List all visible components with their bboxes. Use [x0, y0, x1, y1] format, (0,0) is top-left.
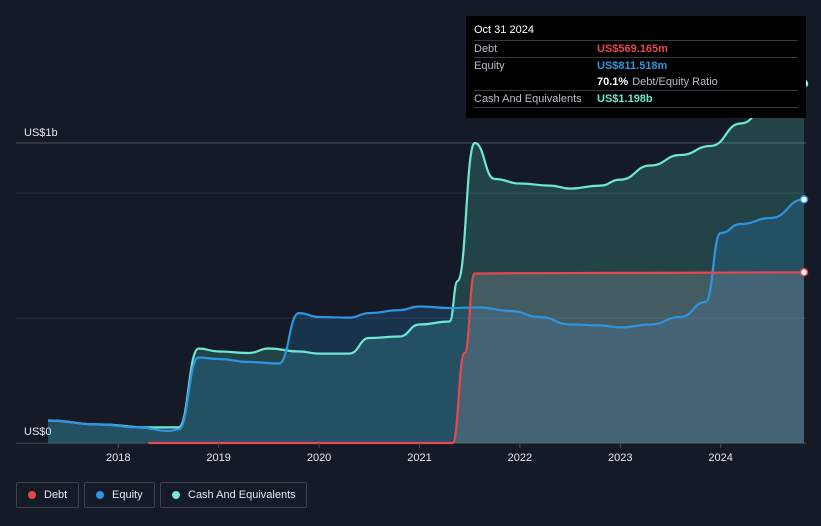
series-lines	[47, 82, 805, 445]
x-tick-label: 2019	[206, 452, 230, 464]
x-tick-label: 2018	[106, 452, 130, 464]
x-tick-label: 2024	[708, 452, 732, 464]
tooltip-row-cash: Cash And Equivalents US$1.198b	[474, 90, 798, 108]
legend-debt-label: Debt	[44, 489, 68, 501]
tooltip-row-equity: Equity US$811.518m	[474, 57, 798, 74]
tooltip-row-debt: Debt US$569.165m	[474, 40, 798, 57]
legend-item-equity[interactable]: Equity	[84, 482, 155, 508]
tooltip-date: Oct 31 2024	[474, 24, 534, 36]
tooltip-equity-label: Equity	[474, 60, 505, 72]
x-tick-label: 2022	[508, 452, 532, 464]
debt-line	[148, 271, 805, 445]
series-areas	[48, 83, 804, 443]
tooltip-debt-label: Debt	[474, 43, 498, 55]
tooltip-ratio-label: Debt/Equity Ratio	[632, 76, 718, 88]
legend-item-cash[interactable]: Cash And Equivalents	[160, 482, 307, 508]
legend-equity-dot-icon	[96, 491, 104, 499]
tooltip-ratio-value: 70.1%	[597, 76, 629, 88]
y-axis-top-label: US$1b	[24, 127, 58, 139]
legend-cash-dot-icon	[172, 491, 180, 499]
debt-area	[148, 272, 804, 443]
tooltip-row-ratio: 70.1% Debt/Equity Ratio	[474, 74, 798, 90]
x-tick-label: 2020	[307, 452, 331, 464]
y-axis-zero-label: US$0	[24, 426, 52, 438]
legend-item-debt[interactable]: Debt	[16, 482, 79, 508]
x-tick-label: 2023	[608, 452, 632, 464]
legend-equity-label: Equity	[112, 489, 143, 501]
chart-legend: Debt Equity Cash And Equivalents	[16, 482, 307, 508]
equity-line	[47, 198, 805, 433]
tooltip-cash-label: Cash And Equivalents	[474, 93, 582, 105]
equity-area	[48, 199, 804, 443]
cash-line	[47, 82, 805, 429]
tooltip-debt-value: US$569.165m	[597, 43, 668, 55]
x-axis-ticks: 2018 2019 2020 2021 2022 2023 2024	[106, 443, 733, 464]
legend-debt-dot-icon	[28, 491, 36, 499]
legend-cash-label: Cash And Equivalents	[188, 489, 296, 501]
equity-end-marker	[799, 195, 809, 204]
tooltip-cash-value: US$1.198b	[597, 93, 653, 105]
data-tooltip: Oct 31 2024 Debt US$569.165m Equity US$8…	[466, 16, 806, 118]
debt-end-marker	[799, 268, 809, 277]
x-tick-label: 2021	[407, 452, 431, 464]
tooltip-equity-value: US$811.518m	[597, 60, 668, 72]
